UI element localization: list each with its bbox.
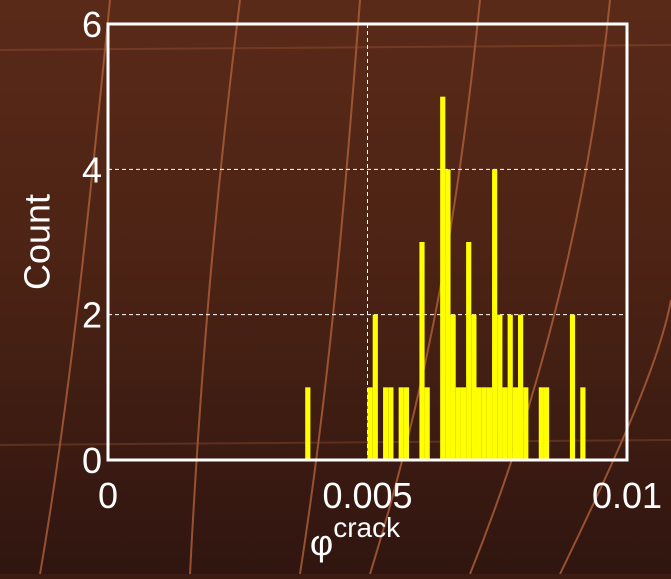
x-axis-label: φcrack [310,512,401,563]
bar [419,242,425,460]
bar [372,314,378,460]
bar [367,387,373,460]
bar [523,387,529,460]
plot-frame [106,22,629,462]
x-axis-symbol: φ [310,522,333,563]
bar [502,387,508,460]
bar [305,387,311,460]
y-tick-label: 2 [82,295,102,336]
bar [440,96,446,461]
bar [466,242,472,460]
bar [460,387,467,460]
bar [518,314,524,460]
bar [388,387,394,460]
bar [512,387,519,460]
x-tick-label: 0.005 [322,475,412,516]
bar [424,387,430,460]
bar [476,387,482,460]
y-tick-label: 4 [82,149,102,190]
bar [403,387,410,460]
bar [486,387,493,460]
x-axis-superscript: crack [333,512,401,543]
bar [445,169,451,461]
x-tick-label: 0 [98,475,118,516]
bar [471,314,477,460]
bar [492,169,498,461]
bar [398,387,404,460]
x-tick-label: 0.01 [592,475,662,516]
plot: 0 2 4 6 0 0.005 0.01 [82,4,662,516]
y-axis-label: Count [17,194,58,290]
bar [450,314,456,460]
bar [543,387,550,460]
bar [481,387,487,460]
y-tick-label: 6 [82,4,102,45]
bar [497,314,503,460]
bar [569,314,576,460]
y-tick-label: 0 [82,440,102,481]
bar [455,387,461,460]
bar [507,314,513,460]
bar [383,387,389,460]
bar [538,387,544,460]
bar [580,387,586,460]
